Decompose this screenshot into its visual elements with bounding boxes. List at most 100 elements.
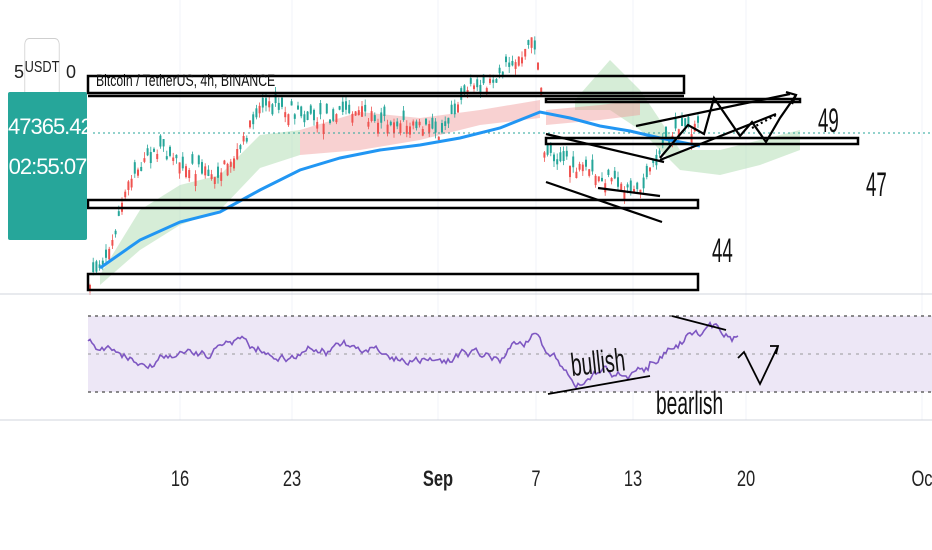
candle-body <box>447 117 450 124</box>
rsi-line <box>87 320 739 390</box>
candle-body <box>537 62 539 70</box>
wedge-lower <box>659 112 777 162</box>
candle-body <box>95 261 98 272</box>
candle-body <box>277 102 280 110</box>
candle-body <box>268 101 271 108</box>
candle-body <box>117 211 120 216</box>
candle-body <box>165 156 168 160</box>
candle-body <box>236 149 239 160</box>
candle-body <box>201 162 203 174</box>
candle-body <box>181 156 184 169</box>
candle-body <box>697 116 699 123</box>
candle-body <box>178 162 181 174</box>
candle-body <box>223 160 226 165</box>
candle-body <box>146 148 149 156</box>
wedge-upper <box>635 92 791 128</box>
candle-body <box>393 122 395 133</box>
candle-body <box>105 249 107 258</box>
candle-body <box>495 79 498 83</box>
moving-average-line <box>99 110 701 270</box>
candle-body <box>194 174 197 186</box>
candle-body <box>306 111 309 120</box>
candle-body <box>457 104 459 113</box>
projection-path <box>659 94 797 159</box>
candle-body <box>594 175 597 186</box>
candle-body <box>578 163 581 170</box>
candle-body <box>101 260 104 265</box>
candle-body <box>591 159 594 172</box>
candle-body <box>127 181 130 190</box>
candle-body <box>469 78 472 84</box>
candle-body <box>217 166 219 178</box>
candle-body <box>332 109 335 121</box>
candle-body <box>162 139 165 147</box>
candle-body <box>271 104 274 115</box>
candle-body <box>316 121 319 129</box>
candle-body <box>668 139 671 145</box>
level-box-44 <box>86 198 700 210</box>
candle-body <box>133 162 136 174</box>
candle-body <box>642 177 645 189</box>
candle-body <box>479 84 482 93</box>
candle-body <box>172 157 175 161</box>
candle-body <box>309 105 312 114</box>
candle-body <box>261 97 264 108</box>
candle-body <box>98 264 101 268</box>
candle-body <box>229 161 232 167</box>
currency-badge[interactable]: USDT <box>24 38 60 98</box>
price-axis-fragment-left: 5 <box>14 62 25 82</box>
candle-body <box>661 136 664 146</box>
candle-body <box>335 114 338 123</box>
candle-body <box>92 262 95 273</box>
candle-body <box>319 103 322 115</box>
candle-body <box>111 239 114 246</box>
candle-body <box>325 103 328 114</box>
resistance-box <box>86 74 686 95</box>
candle-body <box>185 166 187 178</box>
candle-body <box>210 174 213 180</box>
grid <box>179 0 923 420</box>
candle-body <box>463 85 466 94</box>
candle-body <box>633 189 635 193</box>
candle-body <box>399 123 402 134</box>
candle-body <box>329 119 331 124</box>
rsi-band <box>88 316 932 392</box>
candle-body <box>213 177 216 185</box>
drawn-levels <box>86 74 860 292</box>
candle-body <box>313 109 315 121</box>
candle-body <box>604 183 607 193</box>
candle-body <box>565 150 568 157</box>
candle-body <box>351 113 354 123</box>
channel-bottom <box>545 180 663 224</box>
candle-body <box>572 156 575 168</box>
candle-body <box>249 120 251 128</box>
candle-body <box>140 166 143 171</box>
candle-body <box>489 78 491 84</box>
candle-body <box>530 37 533 48</box>
candle-body <box>137 169 139 176</box>
candle-body <box>546 144 549 155</box>
candle-body <box>601 177 603 182</box>
candle-body <box>405 125 408 134</box>
cloud-segment <box>575 60 800 175</box>
candle-body <box>514 62 517 69</box>
candle-body <box>533 40 536 50</box>
candle-body <box>556 159 559 165</box>
candle-body <box>623 190 626 199</box>
annotation-44: 44 <box>712 231 733 269</box>
candle-body <box>108 248 111 260</box>
candle-body <box>652 159 655 164</box>
candle-body <box>626 184 629 188</box>
candle-body <box>287 114 290 126</box>
candle-body <box>386 124 389 134</box>
candle-body <box>396 121 399 127</box>
candle-body <box>284 112 287 118</box>
bar-countdown: 02:55:07 <box>8 154 88 179</box>
candle-body <box>226 163 229 176</box>
bottom-box <box>86 272 700 292</box>
candle-body <box>508 62 511 67</box>
candle-body <box>258 105 261 114</box>
candle-body <box>242 135 245 142</box>
candle-body <box>338 106 341 110</box>
